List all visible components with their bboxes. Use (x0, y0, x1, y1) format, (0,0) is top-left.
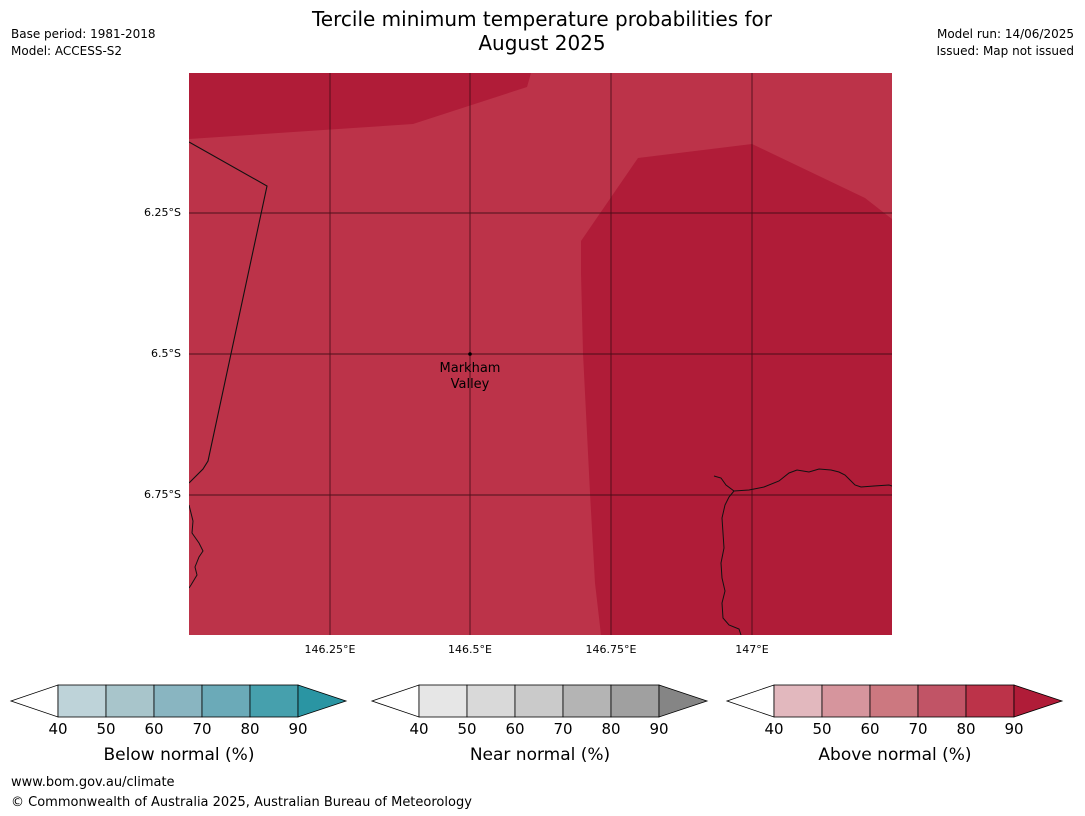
legend-tick-label: 90 (1004, 720, 1024, 738)
issued-status: Issued: Map not issued (936, 44, 1074, 58)
legend-swatch (562, 684, 612, 718)
lat-label-6-25: 6.25°S (144, 206, 181, 219)
legend-tick-label: 90 (288, 720, 308, 738)
legend-tick-label: 40 (48, 720, 68, 738)
title-line-2: August 2025 (478, 31, 606, 55)
legend-above-normal: 40 50 60 70 80 90 Above normal (%) (725, 684, 1065, 774)
location-marker (468, 352, 472, 356)
lon-label-146-75: 146.75°E (585, 643, 637, 656)
place-label-line-2: Valley (451, 377, 490, 392)
lon-label-146-5: 146.5°E (448, 643, 492, 656)
legend-tick-label: 50 (96, 720, 116, 738)
legend-tick-label: 60 (860, 720, 880, 738)
meta-right: Model run: 14/06/2025 Issued: Map not is… (936, 26, 1074, 60)
legend-extend-low (725, 684, 775, 718)
lon-label-146-25: 146.25°E (304, 643, 356, 656)
coastline-right (713, 468, 892, 492)
lat-label-6-5: 6.5°S (151, 347, 181, 360)
legend-swatch (201, 684, 251, 718)
zone-above-90-top (189, 73, 531, 139)
legend-tick-label: 70 (908, 720, 928, 738)
legend-swatch (965, 684, 1015, 718)
map-title: Tercile minimum temperature probabilitie… (242, 7, 842, 55)
legend-swatch (105, 684, 155, 718)
coastline-left (189, 504, 204, 589)
legend-tick-label: 60 (144, 720, 164, 738)
legend-extend-low (9, 684, 59, 718)
model-name: Model: ACCESS-S2 (11, 44, 123, 58)
legend-swatch (418, 684, 468, 718)
legend-swatch (466, 684, 516, 718)
legend-tick-label: 40 (409, 720, 429, 738)
place-label-line-1: Markham (440, 361, 501, 376)
legend-tick-label: 90 (649, 720, 669, 738)
legend-swatch (514, 684, 564, 718)
graticule (189, 73, 892, 635)
legend-tick-label: 40 (764, 720, 784, 738)
legend-swatch (153, 684, 203, 718)
legend-extend-high (1013, 684, 1064, 718)
legend-extend-high (297, 684, 348, 718)
legend-title: Above normal (%) (818, 745, 972, 765)
legend-swatch (821, 684, 871, 718)
zone-above-90-right (581, 144, 892, 635)
legend-swatch (869, 684, 919, 718)
legend-colorbar (9, 684, 348, 718)
legend-tick-label: 80 (240, 720, 260, 738)
footer-website: www.bom.gov.au/climate (11, 775, 175, 790)
legend-colorbar (725, 684, 1064, 718)
lon-label-147: 147°E (735, 643, 769, 656)
legend-near-normal: 40 50 60 70 80 90 Near normal (%) (370, 684, 710, 774)
legend-swatch (249, 684, 299, 718)
legend-swatch (57, 684, 107, 718)
legend-tick-label: 70 (192, 720, 212, 738)
legend-title: Near normal (%) (469, 745, 611, 765)
legend-tick-label: 80 (956, 720, 976, 738)
legend-colorbar (370, 684, 709, 718)
meta-left: Base period: 1981-2018 Model: ACCESS-S2 (11, 26, 156, 60)
legend-below-normal: 40 50 60 70 80 90 Below normal (%) (9, 684, 349, 774)
legend-extend-low (370, 684, 420, 718)
coastline-right-south (720, 490, 742, 635)
boundary-line (189, 141, 268, 484)
legend-title: Below normal (%) (103, 745, 255, 765)
legend-swatch (610, 684, 660, 718)
footer-copyright: © Commonwealth of Australia 2025, Austra… (11, 795, 472, 810)
legend-swatch (917, 684, 967, 718)
legend-tick-label: 50 (812, 720, 832, 738)
legend-extend-high (658, 684, 709, 718)
legend-tick-label: 60 (505, 720, 525, 738)
probability-map: Markham Valley (189, 73, 892, 635)
base-period: Base period: 1981-2018 (11, 27, 156, 41)
lat-label-6-75: 6.75°S (144, 488, 181, 501)
legend-swatch (773, 684, 823, 718)
legend-tick-label: 50 (457, 720, 477, 738)
model-run: Model run: 14/06/2025 (936, 27, 1074, 41)
legend-tick-label: 80 (601, 720, 621, 738)
title-line-1: Tercile minimum temperature probabilitie… (311, 7, 773, 31)
legend-tick-label: 70 (553, 720, 573, 738)
